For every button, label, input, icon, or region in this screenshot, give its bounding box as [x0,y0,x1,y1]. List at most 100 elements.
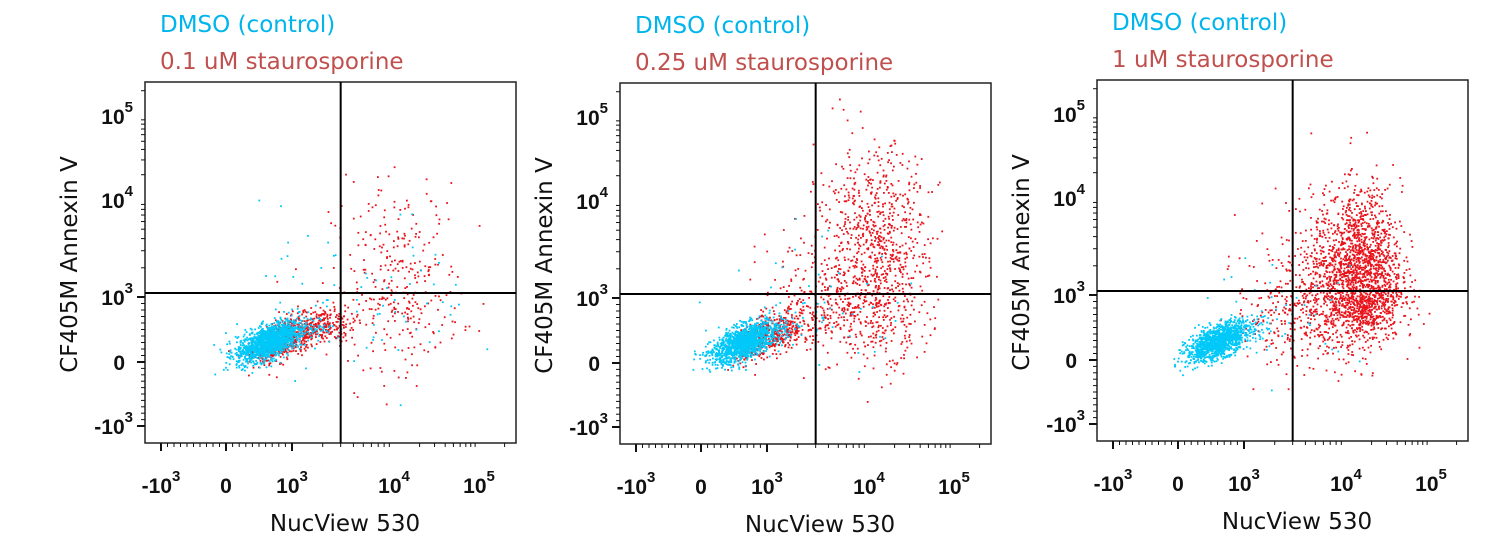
data-point [859,205,861,208]
data-point [266,346,269,348]
data-point [300,320,303,322]
data-point [265,358,268,360]
data-point [275,345,278,348]
data-point [762,321,764,323]
data-point [876,305,878,308]
data-point [281,343,283,346]
data-point [909,284,911,287]
data-point [857,377,860,380]
data-point [849,248,851,251]
data-point [890,205,893,208]
data-point [865,239,868,241]
data-point [779,338,782,340]
data-point [822,309,825,312]
data-point [854,281,857,284]
data-point [267,327,270,329]
data-point [407,347,410,349]
data-point [265,343,267,346]
data-point [879,340,881,343]
data-point [726,341,729,344]
data-point [716,364,719,366]
data-point [791,314,793,316]
data-point [837,259,840,262]
data-point [905,340,908,343]
data-point [794,334,797,337]
data-point [295,327,298,330]
data-point [858,278,861,281]
data-point [286,358,289,361]
data-point [903,305,906,308]
data-point [341,317,344,320]
data-point [916,190,919,193]
data-point [778,315,781,317]
data-point [816,305,819,308]
data-point [779,329,782,332]
data-point [853,203,855,206]
data-point [275,349,277,351]
data-point [213,344,216,346]
data-point [244,338,247,340]
data-point [243,339,245,342]
data-point [234,347,236,350]
data-point [263,361,266,364]
data-point [380,189,383,192]
data-point [228,340,231,343]
data-point [788,285,790,287]
data-point [252,349,254,352]
data-point [257,349,260,351]
data-point [397,311,399,313]
data-point [882,316,884,319]
data-point [415,233,417,235]
data-point [304,310,307,313]
data-point [889,289,891,291]
data-point [244,348,247,351]
data-point [766,294,769,297]
data-point [719,353,722,356]
data-point [821,307,824,310]
data-point [718,351,720,353]
data-point [749,324,752,327]
data-point [846,285,848,287]
data-point [816,229,819,231]
data-point [712,350,715,353]
data-point [903,354,905,356]
data-point [271,343,273,346]
data-point [879,235,881,238]
data-point [737,350,740,353]
data-point [870,335,872,338]
data-point [303,328,306,331]
data-point [238,366,241,369]
data-point [262,360,264,363]
data-point [417,275,420,278]
data-point [894,274,897,277]
data-point [845,281,848,284]
data-point [820,289,823,292]
data-point [862,227,864,230]
data-point [404,358,407,361]
data-point [803,320,805,323]
data-point [856,168,859,171]
data-point [303,309,306,311]
data-point [282,353,284,356]
data-point [848,297,851,300]
data-point [377,307,380,310]
data-point [872,243,874,246]
data-point [285,352,288,355]
data-point [708,361,711,364]
data-point [901,205,904,207]
data-point [413,321,416,324]
data-point [853,255,856,258]
data-point [383,297,385,300]
data-point [327,329,330,331]
data-point [798,311,801,314]
data-point [811,253,813,255]
data-point [856,226,858,229]
data-point [298,319,301,322]
data-point [239,350,241,353]
data-point [877,329,880,332]
data-point [247,343,250,346]
data-point [260,355,263,357]
data-point [284,333,286,335]
data-point [237,361,240,364]
data-point [381,339,383,341]
